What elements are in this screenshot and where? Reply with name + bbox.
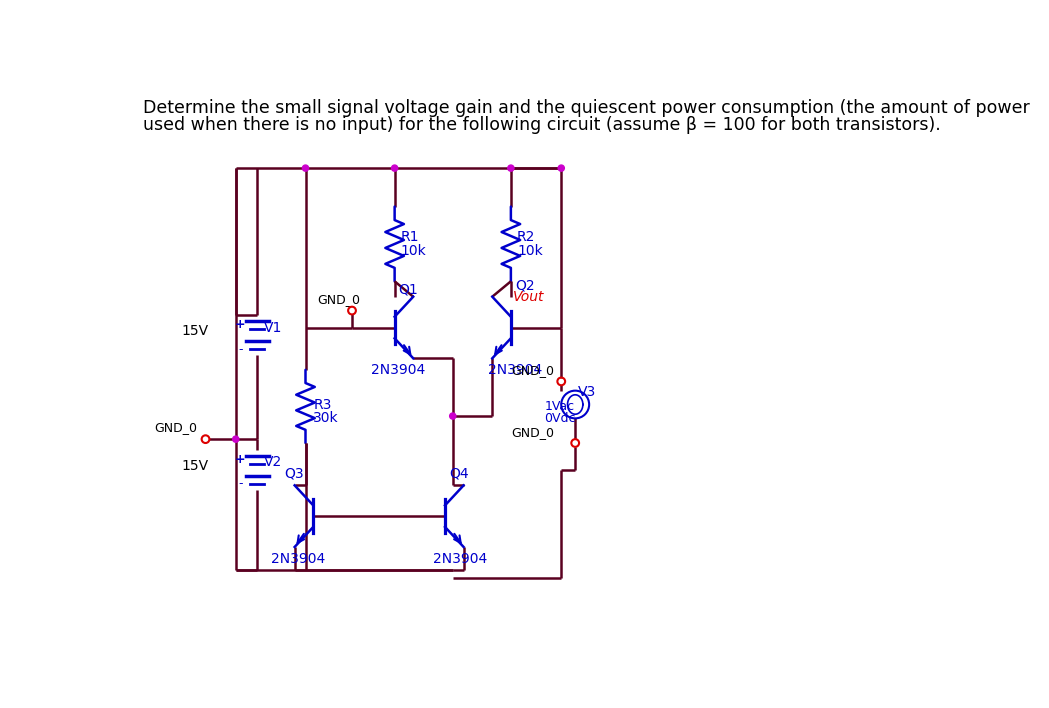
Text: Determine the small signal voltage gain and the quiescent power consumption (the: Determine the small signal voltage gain …	[143, 99, 1029, 117]
Text: 1Vac: 1Vac	[544, 399, 574, 413]
Text: 0Vdc: 0Vdc	[544, 412, 576, 425]
Text: 30k: 30k	[314, 411, 339, 426]
Text: 2N3904: 2N3904	[371, 363, 426, 377]
Circle shape	[302, 165, 308, 171]
Text: 15V: 15V	[181, 324, 209, 338]
Text: GND_0: GND_0	[511, 426, 554, 439]
Text: used when there is no input) for the following circuit (assume β = 100 for both : used when there is no input) for the fol…	[143, 116, 941, 134]
Circle shape	[508, 165, 514, 171]
Text: Q4: Q4	[449, 467, 469, 481]
Text: +: +	[235, 452, 245, 466]
Text: -: -	[238, 477, 242, 491]
Circle shape	[391, 165, 398, 171]
Text: -: -	[238, 343, 242, 355]
Text: R1: R1	[401, 230, 420, 244]
Text: 2N3904: 2N3904	[488, 363, 542, 377]
Text: V3: V3	[578, 385, 596, 399]
Text: 2N3904: 2N3904	[433, 552, 488, 566]
Text: GND_0: GND_0	[511, 364, 554, 377]
Text: GND_0: GND_0	[317, 293, 360, 307]
Circle shape	[558, 165, 564, 171]
Circle shape	[450, 413, 456, 419]
Text: V2: V2	[263, 455, 282, 469]
Text: Vout: Vout	[513, 290, 544, 304]
Text: 10k: 10k	[517, 244, 542, 258]
Text: R3: R3	[314, 397, 331, 411]
Text: Q1: Q1	[399, 282, 419, 296]
Text: +: +	[235, 318, 245, 331]
Text: 2N3904: 2N3904	[271, 552, 325, 566]
Text: GND_0: GND_0	[154, 421, 197, 434]
Text: V1: V1	[263, 321, 282, 334]
Text: 10k: 10k	[401, 244, 427, 258]
Text: Q2: Q2	[515, 278, 534, 292]
Text: 15V: 15V	[181, 459, 209, 473]
Text: Q3: Q3	[284, 467, 303, 481]
Text: R2: R2	[517, 230, 535, 244]
Circle shape	[233, 436, 239, 442]
